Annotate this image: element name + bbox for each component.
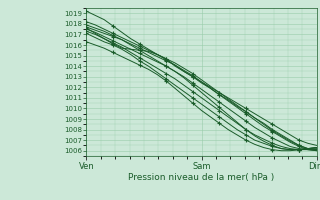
X-axis label: Pression niveau de la mer( hPa ): Pression niveau de la mer( hPa ) [128, 173, 275, 182]
